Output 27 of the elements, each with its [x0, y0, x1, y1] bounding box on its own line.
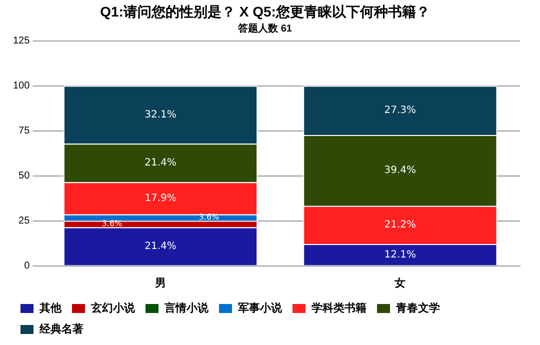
data-label: 21.4% — [144, 240, 176, 252]
legend-label: 玄幻小说 — [90, 302, 136, 315]
legend-label: 军事小说 — [238, 302, 283, 315]
y-tick-label: 0 — [24, 260, 30, 272]
y-tick-label: 25 — [18, 216, 30, 227]
data-label: 21.4% — [144, 157, 176, 168]
y-tick-label: 100 — [12, 80, 30, 92]
y-tick-label: 50 — [18, 170, 30, 182]
legend-label: 经典名著 — [38, 322, 84, 336]
legend-label: 其他 — [38, 302, 62, 315]
chart-subtitle: 答题人数 61 — [237, 22, 292, 35]
legend-label: 青春文学 — [395, 302, 440, 315]
y-tick-label: 75 — [18, 126, 30, 137]
x-tick-label: 女 — [394, 276, 406, 290]
data-label: 21.2% — [384, 220, 416, 231]
x-tick-label: 男 — [154, 277, 166, 290]
data-label: 3.6% — [102, 219, 123, 228]
y-tick-label: 125 — [12, 36, 30, 47]
data-label: 17.9% — [144, 192, 176, 204]
legend-label: 言情小说 — [164, 302, 210, 315]
data-label: 32.1% — [144, 109, 176, 120]
data-label: 3.6% — [198, 212, 220, 222]
data-label: 39.4% — [384, 164, 416, 176]
data-label: 27.3% — [384, 104, 416, 116]
legend-label: 学科类书籍 — [312, 302, 366, 315]
data-label: 12.1% — [384, 249, 416, 260]
chart-title: Q1:请问您的性别是？ X Q5:您更青睐以下何种书籍？ — [100, 3, 430, 20]
